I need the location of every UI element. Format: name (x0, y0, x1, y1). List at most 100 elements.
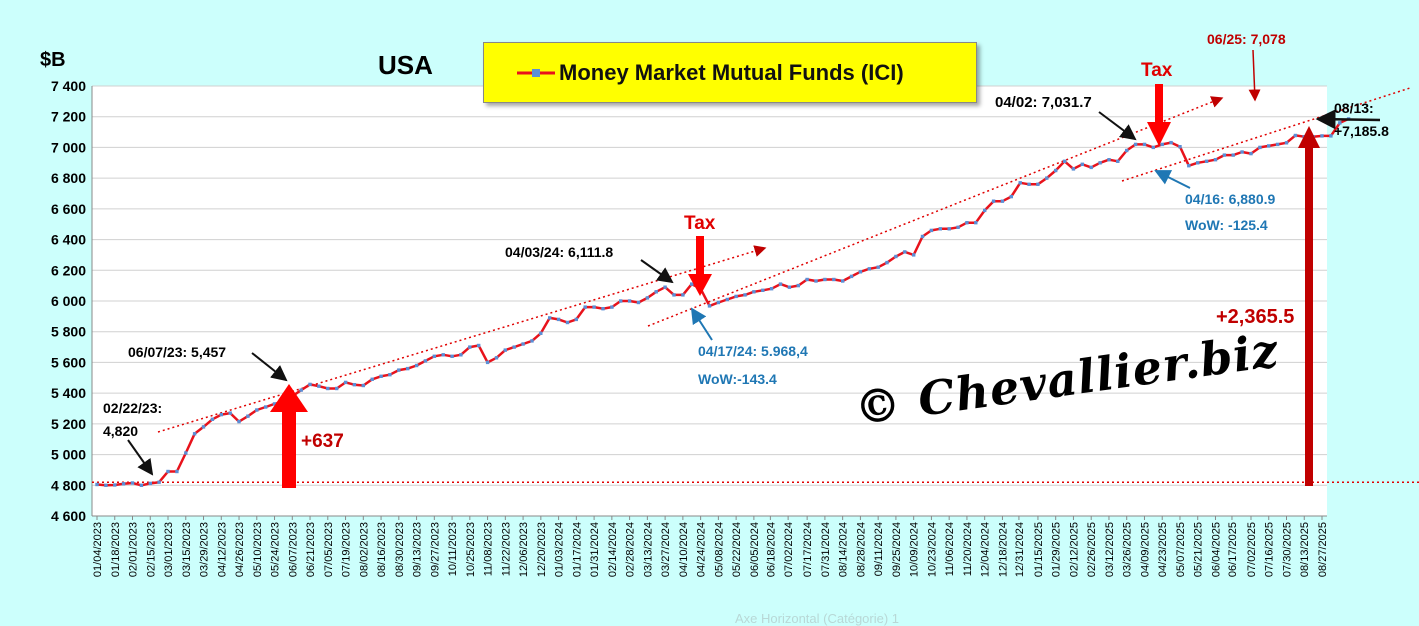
data-point (690, 282, 694, 286)
data-point (716, 300, 721, 305)
data-point (920, 234, 925, 239)
data-point (592, 305, 596, 309)
data-point (832, 277, 836, 282)
data-point (814, 279, 818, 283)
x-tick-label: 06/21/2023 (305, 522, 317, 577)
country-label: USA (378, 50, 433, 80)
data-point (654, 290, 658, 294)
data-point (1160, 142, 1164, 147)
annotation-aug13-value: +7,185.8 (1334, 123, 1389, 139)
x-tick-label: 10/25/2023 (465, 522, 477, 577)
x-tick-label: 02/14/2024 (607, 522, 619, 577)
data-point (308, 382, 312, 387)
annotation-wow1: WoW:-143.4 (698, 371, 777, 387)
x-tick-label: 07/02/2024 (783, 522, 795, 577)
data-point (912, 253, 916, 257)
data-point (1222, 153, 1227, 157)
data-point (503, 348, 507, 352)
data-point (565, 320, 570, 325)
data-point (343, 380, 348, 385)
data-point (885, 260, 889, 265)
x-tick-label: 02/12/2025 (1068, 522, 1080, 577)
data-point (1178, 145, 1182, 149)
data-point (184, 451, 188, 455)
x-tick-label: 03/26/2025 (1122, 522, 1134, 577)
data-point (965, 221, 969, 225)
data-point (752, 290, 756, 294)
data-point (468, 345, 472, 349)
data-point (1151, 145, 1155, 150)
data-point (1054, 168, 1058, 173)
data-point (1169, 140, 1173, 145)
x-tick-label: 02/28/2024 (625, 522, 637, 577)
data-point (1329, 134, 1333, 138)
data-point (521, 342, 525, 346)
data-point (894, 254, 898, 259)
x-tick-label: 08/16/2023 (376, 522, 388, 577)
data-point (228, 411, 232, 415)
y-tick-label: 6 600 (51, 201, 86, 217)
data-point (929, 228, 934, 233)
x-tick-label: 09/13/2023 (412, 522, 424, 577)
data-point (1009, 194, 1013, 199)
data-point (636, 300, 641, 305)
data-point (1196, 161, 1200, 165)
data-point (175, 469, 179, 474)
x-tick-label: 05/24/2023 (270, 522, 282, 577)
x-tick-label: 05/10/2023 (252, 522, 264, 577)
x-tick-label: 12/18/2024 (997, 522, 1009, 577)
data-point (725, 297, 729, 302)
x-tick-label: 12/04/2024 (980, 522, 992, 577)
data-point (991, 199, 996, 203)
x-tick-label: 09/25/2024 (891, 522, 903, 577)
data-point (317, 384, 321, 388)
y-tick-label: 6 800 (51, 170, 86, 186)
data-point (1142, 142, 1147, 147)
y-tick-label: 4 600 (51, 508, 86, 524)
data-point (841, 279, 845, 283)
data-point (1045, 176, 1049, 180)
data-point (610, 305, 614, 309)
data-point (361, 383, 365, 388)
x-tick-label: 02/15/2023 (145, 522, 157, 577)
x-tick-label: 09/11/2024 (873, 522, 885, 576)
data-point (663, 285, 667, 289)
data-point (805, 277, 809, 282)
data-point (1240, 150, 1244, 154)
x-tick-label: 11/06/2024 (944, 522, 956, 576)
y-axis: 4 600 4 800 5 000 5 200 5 400 5 600 5 800 6 000… (51, 78, 1327, 524)
data-point (299, 388, 303, 392)
data-point (1000, 199, 1005, 203)
x-tick-label: 01/29/2025 (1051, 522, 1063, 577)
data-point (938, 227, 942, 231)
data-point (707, 304, 712, 308)
gain1-arrow-shaft (282, 410, 296, 488)
data-point (370, 377, 374, 381)
data-point (237, 419, 241, 424)
data-point (556, 317, 561, 322)
tax1-arrow-head (688, 274, 712, 296)
data-point (414, 363, 419, 368)
x-tick-label: 12/31/2024 (1014, 522, 1026, 577)
data-point (876, 265, 880, 269)
data-point (477, 343, 481, 348)
data-point (903, 250, 907, 254)
data-point (983, 208, 987, 213)
x-tick-label: 01/18/2023 (110, 522, 122, 577)
x-tick-label: 04/09/2025 (1139, 522, 1151, 577)
data-point (1018, 181, 1022, 185)
series-line (96, 117, 1350, 487)
y-tick-label: 6 200 (51, 262, 86, 278)
data-point (548, 316, 552, 320)
annotation-tax1: Tax (684, 213, 716, 234)
data-point (867, 267, 871, 271)
annotation-apr02: 04/02: 7,031.7 (995, 94, 1092, 111)
data-point (1231, 153, 1235, 157)
data-point (210, 417, 215, 421)
data-point (1204, 159, 1209, 163)
y-tick-label: 5 400 (51, 385, 86, 401)
annotation-jun07: 06/07/23: 5,457 (128, 344, 226, 360)
data-point (441, 353, 445, 357)
x-tick-label: 03/15/2023 (181, 522, 193, 577)
